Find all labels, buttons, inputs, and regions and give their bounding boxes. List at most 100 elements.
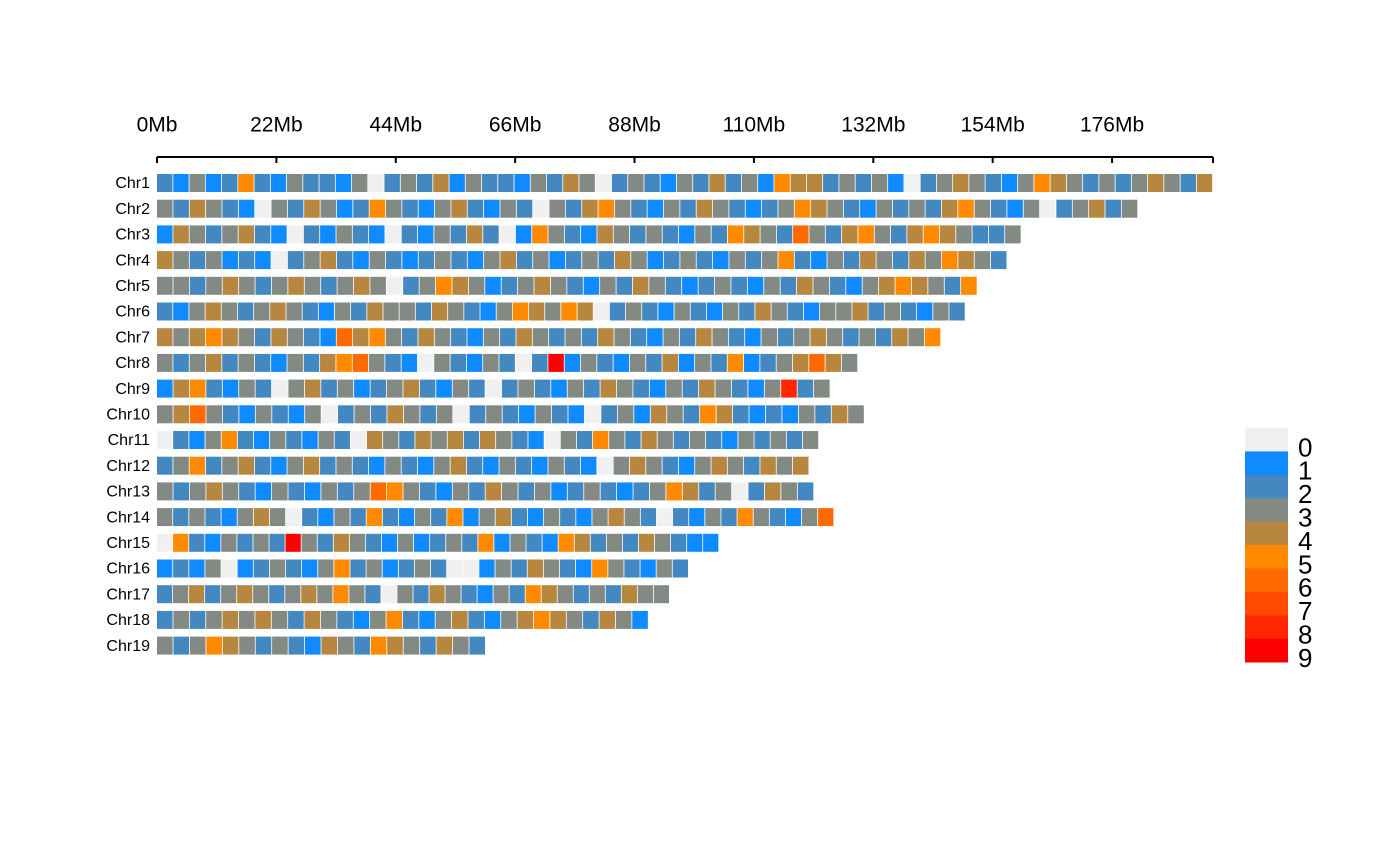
density-bin: [972, 225, 989, 244]
density-bin: [549, 199, 565, 218]
density-bin: [206, 610, 222, 629]
density-bin: [1066, 174, 1083, 192]
density-bin: [189, 251, 206, 270]
density-bin: [304, 610, 321, 629]
density-bin: [205, 302, 221, 321]
density-bin: [631, 199, 647, 218]
density-bin: [222, 482, 239, 501]
density-bin: [320, 328, 336, 347]
legend-swatch: [1245, 498, 1288, 523]
density-bin: [510, 533, 526, 552]
density-bin: [827, 199, 843, 218]
density-bin: [157, 533, 173, 552]
density-bin: [514, 174, 530, 192]
density-bin: [823, 174, 839, 192]
density-bin: [189, 174, 205, 192]
density-bin: [336, 353, 352, 372]
density-bin: [255, 610, 271, 629]
density-bin: [370, 379, 387, 398]
density-bin: [794, 199, 811, 218]
density-bin: [221, 174, 238, 192]
density-bin: [601, 405, 617, 424]
density-bin: [479, 508, 495, 527]
density-bin: [876, 251, 893, 270]
density-bin: [463, 508, 479, 527]
density-bin: [157, 585, 173, 604]
density-bin: [368, 353, 385, 372]
density-bin: [558, 533, 574, 552]
density-bin: [318, 302, 335, 321]
density-bin: [785, 508, 802, 527]
density-bin: [285, 559, 302, 578]
density-bin: [762, 251, 778, 270]
density-bin: [649, 379, 666, 398]
density-bin: [157, 328, 173, 347]
density-bin: [860, 199, 876, 218]
density-bin: [606, 533, 623, 552]
density-bin: [351, 302, 367, 321]
density-bin: [941, 199, 958, 218]
density-bin: [417, 353, 434, 372]
density-bin: [859, 328, 875, 347]
density-bin: [583, 610, 599, 629]
density-bin: [729, 199, 745, 218]
density-bin: [682, 379, 699, 398]
density-bin: [647, 199, 664, 218]
density-bin: [892, 251, 909, 270]
density-bin: [633, 482, 650, 501]
density-bin: [711, 353, 727, 372]
density-bin: [852, 302, 868, 321]
density-bin: [700, 405, 716, 424]
density-bin: [452, 379, 469, 398]
density-bin: [532, 225, 548, 244]
density-bin: [925, 251, 942, 270]
density-bin: [534, 276, 551, 295]
density-bin: [748, 482, 765, 501]
density-bin: [385, 251, 402, 270]
density-bin: [809, 225, 825, 244]
density-bin: [436, 405, 453, 424]
density-bin: [764, 482, 781, 501]
density-bin: [892, 199, 909, 218]
density-bin: [366, 431, 383, 449]
density-bin: [874, 225, 891, 244]
density-bin: [305, 405, 321, 424]
density-bin: [385, 456, 401, 475]
density-bin: [1040, 199, 1056, 218]
density-bin: [467, 328, 483, 347]
density-bin: [827, 251, 844, 270]
density-bin: [337, 276, 354, 295]
density-bin: [413, 585, 429, 604]
density-bin: [613, 353, 630, 372]
density-bin: [544, 431, 560, 449]
density-bin: [933, 302, 949, 321]
density-bin: [550, 276, 567, 295]
density-bin: [939, 225, 956, 244]
density-bin: [564, 353, 581, 372]
density-bin: [173, 276, 190, 295]
density-bin: [666, 379, 682, 398]
density-bin: [678, 353, 695, 372]
density-bin: [559, 559, 576, 578]
density-bin: [564, 456, 581, 475]
density-bin: [431, 508, 447, 527]
density-bin: [317, 533, 333, 552]
density-bin: [666, 482, 682, 501]
density-bin: [597, 456, 613, 475]
density-bin: [722, 302, 739, 321]
density-bin: [206, 251, 222, 270]
chromosome-label: Chr2: [115, 201, 150, 218]
density-bin: [221, 533, 237, 552]
density-bin: [189, 302, 205, 321]
density-bin: [189, 610, 206, 629]
density-bin: [222, 225, 238, 244]
density-bin: [255, 636, 272, 655]
density-bin: [173, 353, 189, 372]
density-bin: [157, 482, 173, 501]
x-tick-label: 66Mb: [489, 114, 542, 137]
density-bin: [632, 610, 648, 629]
density-bin: [515, 225, 532, 244]
density-bin: [567, 276, 583, 295]
density-bin: [370, 405, 387, 424]
density-bin: [682, 482, 699, 501]
